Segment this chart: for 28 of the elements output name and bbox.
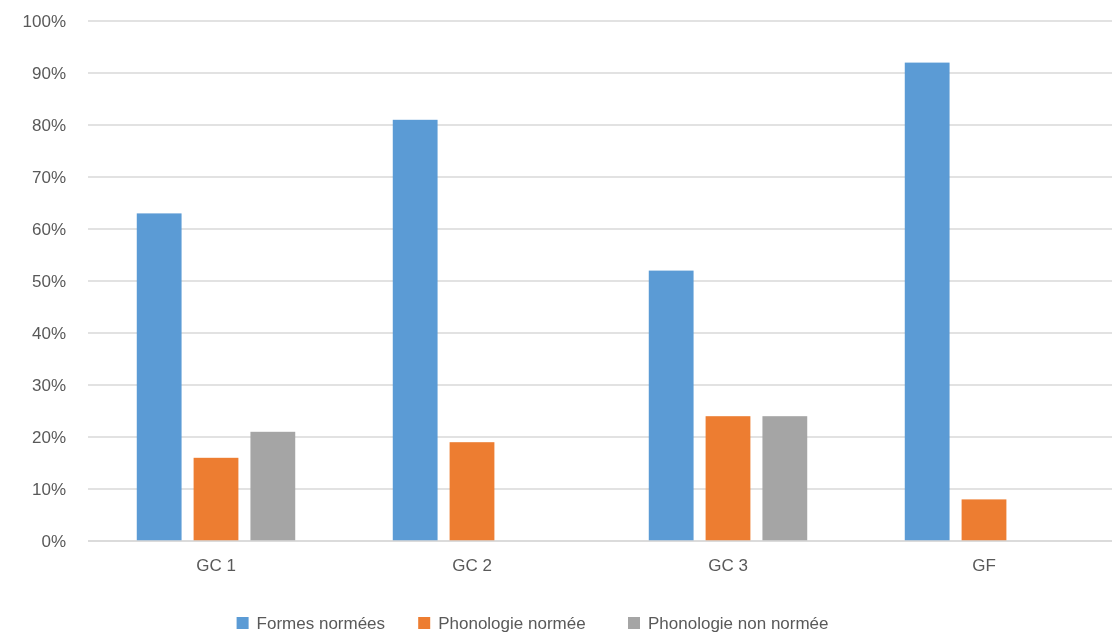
bar <box>250 431 296 541</box>
x-tick-label: GF <box>972 556 996 575</box>
y-tick-label: 0% <box>41 531 66 551</box>
legend-label: Formes normées <box>256 614 386 633</box>
y-tick-label: 10% <box>31 479 66 499</box>
y-tick-label: 50% <box>31 271 66 291</box>
bar <box>762 416 808 541</box>
y-tick-label: 100% <box>22 11 66 31</box>
y-tick-label: 60% <box>31 219 66 239</box>
y-tick-label: 90% <box>31 63 66 83</box>
bar <box>193 457 239 541</box>
bar <box>136 213 182 541</box>
y-tick-label: 20% <box>31 427 66 447</box>
y-tick-label: 40% <box>31 323 66 343</box>
y-tick-label: 70% <box>31 167 66 187</box>
bar <box>904 62 950 541</box>
bar <box>705 416 751 541</box>
y-tick-label: 30% <box>31 375 66 395</box>
legend-label: Phonologie non normée <box>648 614 829 633</box>
bar <box>392 119 438 541</box>
bar <box>648 270 694 541</box>
y-tick-label: 80% <box>31 115 66 135</box>
x-tick-label: GC 3 <box>708 556 748 575</box>
bar <box>961 499 1007 541</box>
bar <box>449 442 495 541</box>
legend-label: Phonologie normée <box>438 614 586 633</box>
x-tick-label: GC 1 <box>196 556 236 575</box>
x-tick-label: GC 2 <box>452 556 492 575</box>
